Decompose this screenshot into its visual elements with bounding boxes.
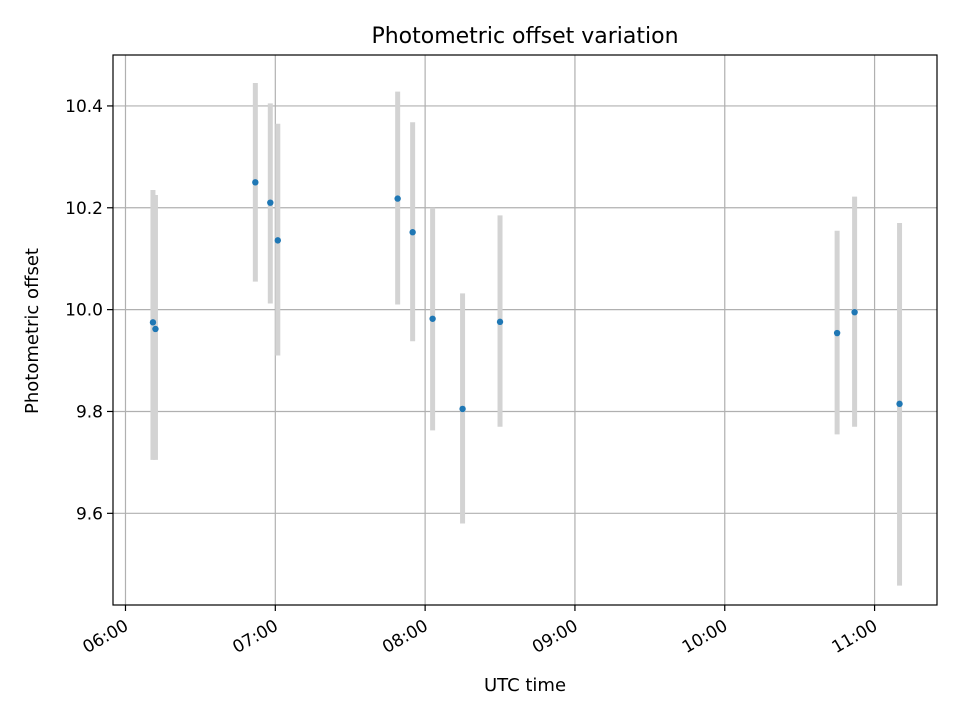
data-point xyxy=(896,400,903,408)
y-tick-label: 10.4 xyxy=(65,97,103,117)
tick-layer: 06:00 07:00 08:00 09:00 10:00 11:00 9.6 9.8 10.0… xyxy=(65,97,881,658)
x-tick-label: 09:00 xyxy=(529,616,581,658)
data-point xyxy=(833,329,841,337)
data-point xyxy=(267,199,274,206)
data-point xyxy=(274,237,281,244)
data-point xyxy=(429,315,436,322)
data-point xyxy=(394,195,401,202)
y-axis-label: Photometric offset xyxy=(22,248,43,414)
y-tick-label: 10.2 xyxy=(65,199,103,219)
plot-frame xyxy=(112,54,938,606)
chart-title: Photometric offset variation xyxy=(371,24,678,49)
x-tick-label: 08:00 xyxy=(379,616,431,658)
x-tick-label: 11:00 xyxy=(829,616,881,658)
y-tick-label: 9.8 xyxy=(76,402,103,422)
y-tick-label: 9.6 xyxy=(76,504,103,524)
data-point xyxy=(851,308,858,316)
x-tick-label: 07:00 xyxy=(229,616,281,658)
data-point xyxy=(409,229,416,236)
data-point xyxy=(152,325,159,333)
data-point xyxy=(149,319,157,326)
x-tick-label: 06:00 xyxy=(80,616,132,658)
grid-layer xyxy=(113,55,937,605)
data-point xyxy=(252,179,259,186)
x-tick-label: 10:00 xyxy=(679,616,731,658)
data-point xyxy=(496,318,504,326)
y-tick-label: 10.0 xyxy=(65,301,103,321)
data-point xyxy=(459,405,466,413)
point-layer xyxy=(149,179,903,413)
x-axis-label: UTC time xyxy=(484,675,566,696)
errorbar-layer xyxy=(150,83,903,586)
